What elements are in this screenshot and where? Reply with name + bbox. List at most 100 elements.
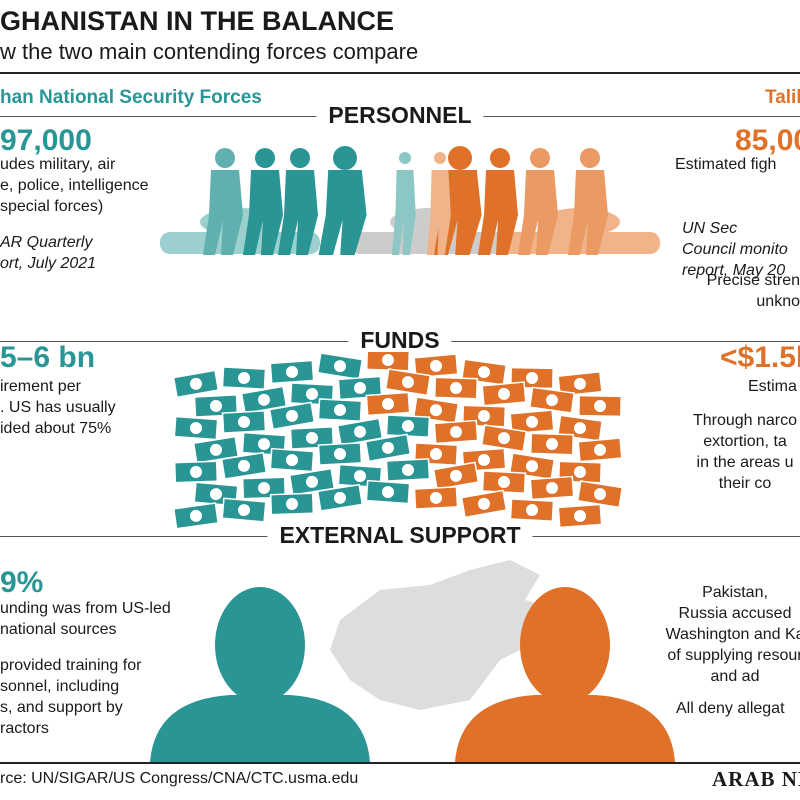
figure: 9% — [0, 566, 44, 599]
banknote — [269, 447, 315, 473]
note-seal — [209, 488, 222, 501]
note-seal — [401, 463, 414, 476]
banknote — [460, 489, 508, 519]
note-seal — [525, 504, 538, 517]
soldier — [203, 170, 243, 255]
note-seal — [429, 359, 442, 372]
banknote — [316, 352, 364, 381]
note-seal — [333, 404, 346, 417]
text-block: provided training for sonnel, including s,… — [0, 655, 141, 739]
banknote — [172, 502, 220, 530]
note-seal — [497, 387, 510, 400]
banknote — [220, 451, 268, 480]
banknote — [221, 497, 267, 523]
banknote — [432, 461, 480, 491]
figure: 5–6 bn — [0, 341, 96, 374]
banknote — [173, 460, 219, 484]
text-block: All deny allegat — [676, 698, 785, 719]
note-seal — [237, 372, 250, 385]
note-seal — [381, 397, 394, 410]
text-line: UN Sec — [682, 220, 738, 237]
banknote — [173, 415, 219, 441]
note-seal — [545, 438, 558, 451]
soldier — [243, 170, 283, 255]
banknote — [240, 385, 288, 415]
text-line: Through narco — [692, 412, 798, 429]
figure: 85,00 — [735, 124, 800, 157]
banknote — [529, 432, 575, 456]
text-line: their co — [718, 475, 772, 492]
soldier — [255, 148, 275, 168]
note-seal — [381, 441, 394, 454]
note-seal — [237, 459, 250, 472]
soldier — [215, 148, 235, 168]
text-line: provided training for — [0, 657, 142, 674]
note-seal — [497, 432, 510, 445]
note-seal — [593, 400, 606, 413]
banknote — [364, 433, 412, 463]
banknote — [365, 348, 411, 372]
banknote — [481, 381, 527, 407]
note-seal — [381, 486, 394, 499]
text-line: national sources — [0, 621, 117, 638]
text-line: unding was from US-led — [0, 600, 171, 617]
soldier — [490, 148, 510, 168]
note-seal — [545, 394, 558, 407]
note-seal — [401, 376, 414, 389]
banknote — [481, 470, 527, 494]
soldier — [448, 146, 472, 170]
text-line: Estima — [748, 378, 797, 395]
banknote — [288, 467, 336, 496]
banknote — [337, 375, 383, 401]
right-side-label: Talil — [765, 87, 800, 108]
text-line: of supplying resour — [667, 647, 800, 664]
note-seal — [189, 465, 202, 478]
banknote — [365, 391, 411, 417]
text-line: Council monito — [682, 241, 788, 258]
text-line: report, May 20 — [682, 262, 786, 279]
banknote — [193, 394, 239, 418]
note-seal — [305, 431, 318, 444]
note-seal — [497, 476, 510, 489]
note-seal — [449, 425, 462, 438]
note-seal — [401, 420, 414, 433]
text-block: Through narco extortion, ta in the areas u… — [680, 410, 800, 494]
text-line: special forces) — [0, 198, 104, 215]
note-seal — [545, 481, 558, 494]
source-block: AR Quarterly ort, July 2021 — [0, 232, 96, 274]
text-line: ided about 75% — [0, 420, 112, 437]
text-block: udes military, air e, police, intelligenc… — [0, 154, 149, 217]
text-line: Washington and Ka — [665, 626, 800, 643]
section-heading: FUNDS — [348, 329, 452, 352]
soldier — [568, 170, 608, 255]
banknote — [509, 498, 555, 522]
note-seal — [429, 448, 442, 461]
note-seal — [209, 399, 222, 412]
text-line: All deny allegat — [676, 700, 785, 717]
soldier — [434, 152, 446, 164]
note-seal — [449, 382, 462, 395]
banknote — [509, 409, 555, 435]
text-block: unding was from US-led national sources — [0, 598, 171, 640]
source-block: UN Sec Council monito report, May 20 — [682, 218, 788, 281]
text-line: Russia accused — [678, 605, 792, 622]
figure: <$1.5b — [720, 341, 800, 374]
soldier — [580, 148, 600, 168]
note-seal — [285, 454, 298, 467]
note-seal — [593, 488, 606, 501]
text-block: irement per . US has usually ided about 75… — [0, 376, 116, 439]
banknote — [336, 417, 384, 447]
note-seal — [189, 509, 202, 522]
brand: ARAB NE — [712, 767, 800, 791]
note-seal — [573, 422, 586, 435]
title: GHANISTAN IN THE BALANCE — [0, 6, 394, 36]
text-line: Precise stren — [706, 272, 800, 289]
text-line: udes military, air — [0, 156, 116, 173]
soldier — [426, 170, 451, 255]
divider — [0, 762, 800, 764]
note-seal — [429, 491, 442, 504]
text-line: in the areas u — [696, 454, 794, 471]
banknote — [557, 370, 603, 397]
